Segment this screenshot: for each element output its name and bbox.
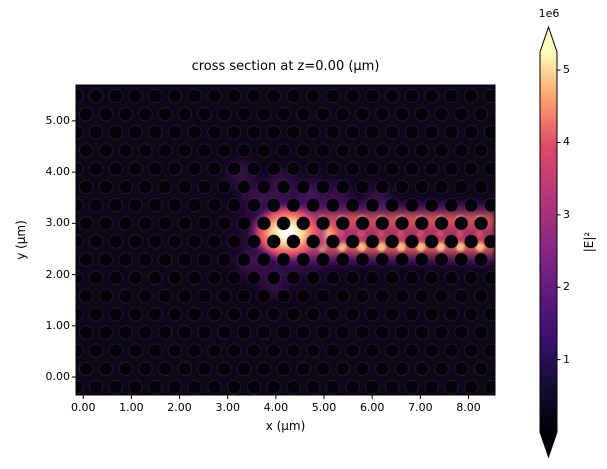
x-tick-label: 4.00 xyxy=(263,401,289,414)
y-tick-label: 1.00 xyxy=(45,318,71,332)
y-tick-label: 2.00 xyxy=(45,267,71,281)
x-tick-label: 2.00 xyxy=(167,401,192,414)
x-tick-label: 0.00 xyxy=(70,401,96,414)
colorbar-tick-label: 1 xyxy=(563,352,570,366)
colorbar-axis-label: |E|² xyxy=(582,231,597,253)
colorbar xyxy=(539,25,558,459)
y-tick-label: 5.00 xyxy=(45,113,71,127)
colorbar-tick-label: 4 xyxy=(563,135,570,149)
x-tick-label: 6.00 xyxy=(359,401,385,414)
x-tick-label: 8.00 xyxy=(456,401,481,414)
x-tick-label: 7.00 xyxy=(408,401,433,414)
x-axis-label: x (μm) xyxy=(265,419,306,433)
colorbar-tick-label: 5 xyxy=(563,63,570,77)
heatmap-field xyxy=(76,85,495,395)
y-tick-label: 3.00 xyxy=(45,216,71,230)
colorbar-tick-label: 2 xyxy=(563,280,570,294)
x-tick-label: 5.00 xyxy=(311,401,337,414)
colorbar-tick-label: 3 xyxy=(563,207,570,221)
y-axis-label: y (μm) xyxy=(14,220,29,260)
plot-border xyxy=(75,84,496,396)
x-tick-label: 3.00 xyxy=(215,401,240,414)
y-tick-label: 4.00 xyxy=(45,165,71,179)
x-tick-label: 1.00 xyxy=(119,401,144,414)
colorbar-scale-label: 1e6 xyxy=(538,7,560,20)
photonic-crystal-lattice xyxy=(76,88,495,395)
chart-title: cross section at z=0.00 (μm) xyxy=(191,59,380,74)
y-tick-label: 0.00 xyxy=(45,370,71,384)
